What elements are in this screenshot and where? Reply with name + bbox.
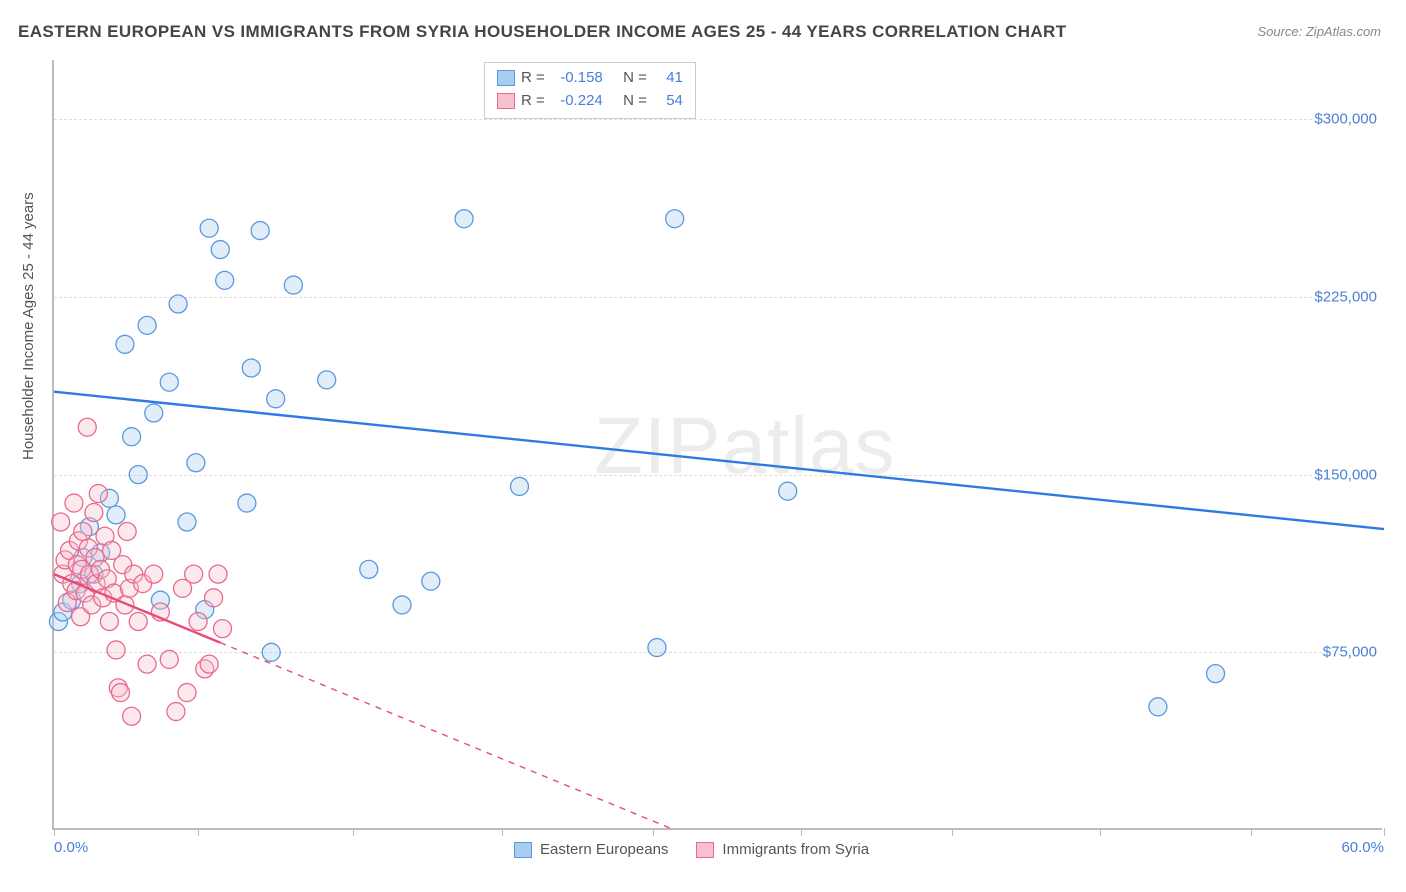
scatter-point xyxy=(74,522,92,540)
legend-label: Eastern Europeans xyxy=(540,841,668,858)
scatter-point xyxy=(779,482,797,500)
legend-swatch xyxy=(514,842,532,858)
scatter-point xyxy=(107,641,125,659)
scatter-point xyxy=(138,316,156,334)
scatter-point xyxy=(107,506,125,524)
legend-swatch xyxy=(497,93,515,109)
x-tick-mark xyxy=(54,828,55,836)
x-tick-mark xyxy=(1100,828,1101,836)
scatter-point xyxy=(187,454,205,472)
scatter-point xyxy=(213,620,231,638)
stat-n-label: N = xyxy=(623,67,647,90)
legend-swatch xyxy=(696,842,714,858)
scatter-point xyxy=(123,428,141,446)
scatter-point xyxy=(318,371,336,389)
scatter-point xyxy=(169,295,187,313)
legend-swatch xyxy=(497,70,515,86)
stat-r-label: R = xyxy=(521,67,545,90)
scatter-point xyxy=(145,565,163,583)
x-tick-mark xyxy=(502,828,503,836)
x-tick-mark xyxy=(1251,828,1252,836)
y-axis-label: Householder Income Ages 25 - 44 years xyxy=(20,192,37,460)
x-tick-mark xyxy=(353,828,354,836)
series-legend: Eastern Europeans Immigrants from Syria xyxy=(514,841,869,858)
scatter-point xyxy=(160,650,178,668)
scatter-point xyxy=(200,219,218,237)
x-tick-mark xyxy=(1384,828,1385,836)
scatter-point xyxy=(89,485,107,503)
stat-r-value: -0.158 xyxy=(551,67,603,90)
scatter-point xyxy=(242,359,260,377)
legend-label: Immigrants from Syria xyxy=(722,841,869,858)
scatter-point xyxy=(1207,665,1225,683)
scatter-point xyxy=(284,276,302,294)
scatter-point xyxy=(129,613,147,631)
x-tick-mark xyxy=(952,828,953,836)
stats-row: R = -0.224 N = 54 xyxy=(497,90,683,113)
scatter-point xyxy=(145,404,163,422)
scatter-point xyxy=(360,560,378,578)
scatter-point xyxy=(123,707,141,725)
scatter-point xyxy=(216,271,234,289)
stat-n-value: 41 xyxy=(653,67,683,90)
plot-area: ZIPatlas $75,000$150,000$225,000$300,000… xyxy=(52,60,1382,830)
correlation-stats-legend: R = -0.158 N = 41 R = -0.224 N = 54 xyxy=(484,62,696,119)
source-attribution: Source: ZipAtlas.com xyxy=(1257,24,1381,39)
scatter-point xyxy=(138,655,156,673)
stat-n-value: 54 xyxy=(653,90,683,113)
scatter-point xyxy=(189,613,207,631)
scatter-point xyxy=(178,513,196,531)
scatter-point xyxy=(648,639,666,657)
scatter-plot-svg xyxy=(54,60,1382,828)
scatter-point xyxy=(262,643,280,661)
x-tick-label: 60.0% xyxy=(1341,839,1384,856)
scatter-point xyxy=(160,373,178,391)
correlation-chart: EASTERN EUROPEAN VS IMMIGRANTS FROM SYRI… xyxy=(0,0,1406,892)
scatter-point xyxy=(100,613,118,631)
scatter-point xyxy=(267,390,285,408)
legend-item: Eastern Europeans xyxy=(514,841,668,858)
scatter-point xyxy=(129,466,147,484)
scatter-point xyxy=(167,703,185,721)
x-tick-label: 0.0% xyxy=(54,839,88,856)
scatter-point xyxy=(52,513,70,531)
scatter-point xyxy=(112,684,130,702)
x-tick-mark xyxy=(801,828,802,836)
x-tick-mark xyxy=(653,828,654,836)
chart-title: EASTERN EUROPEAN VS IMMIGRANTS FROM SYRI… xyxy=(18,22,1067,42)
scatter-point xyxy=(185,565,203,583)
scatter-point xyxy=(393,596,411,614)
stat-r-label: R = xyxy=(521,90,545,113)
stat-r-value: -0.224 xyxy=(551,90,603,113)
legend-item: Immigrants from Syria xyxy=(696,841,869,858)
scatter-point xyxy=(118,522,136,540)
scatter-point xyxy=(251,222,269,240)
scatter-point xyxy=(65,494,83,512)
scatter-point xyxy=(116,335,134,353)
scatter-point xyxy=(1149,698,1167,716)
scatter-point xyxy=(666,210,684,228)
stat-n-label: N = xyxy=(623,90,647,113)
scatter-point xyxy=(85,504,103,522)
scatter-point xyxy=(78,418,96,436)
scatter-point xyxy=(238,494,256,512)
scatter-point xyxy=(209,565,227,583)
scatter-point xyxy=(178,684,196,702)
scatter-point xyxy=(511,477,529,495)
trend-line-extrapolated xyxy=(220,643,674,830)
stats-row: R = -0.158 N = 41 xyxy=(497,67,683,90)
scatter-point xyxy=(200,655,218,673)
scatter-point xyxy=(455,210,473,228)
scatter-point xyxy=(211,241,229,259)
x-tick-mark xyxy=(198,828,199,836)
scatter-point xyxy=(205,589,223,607)
scatter-point xyxy=(422,572,440,590)
